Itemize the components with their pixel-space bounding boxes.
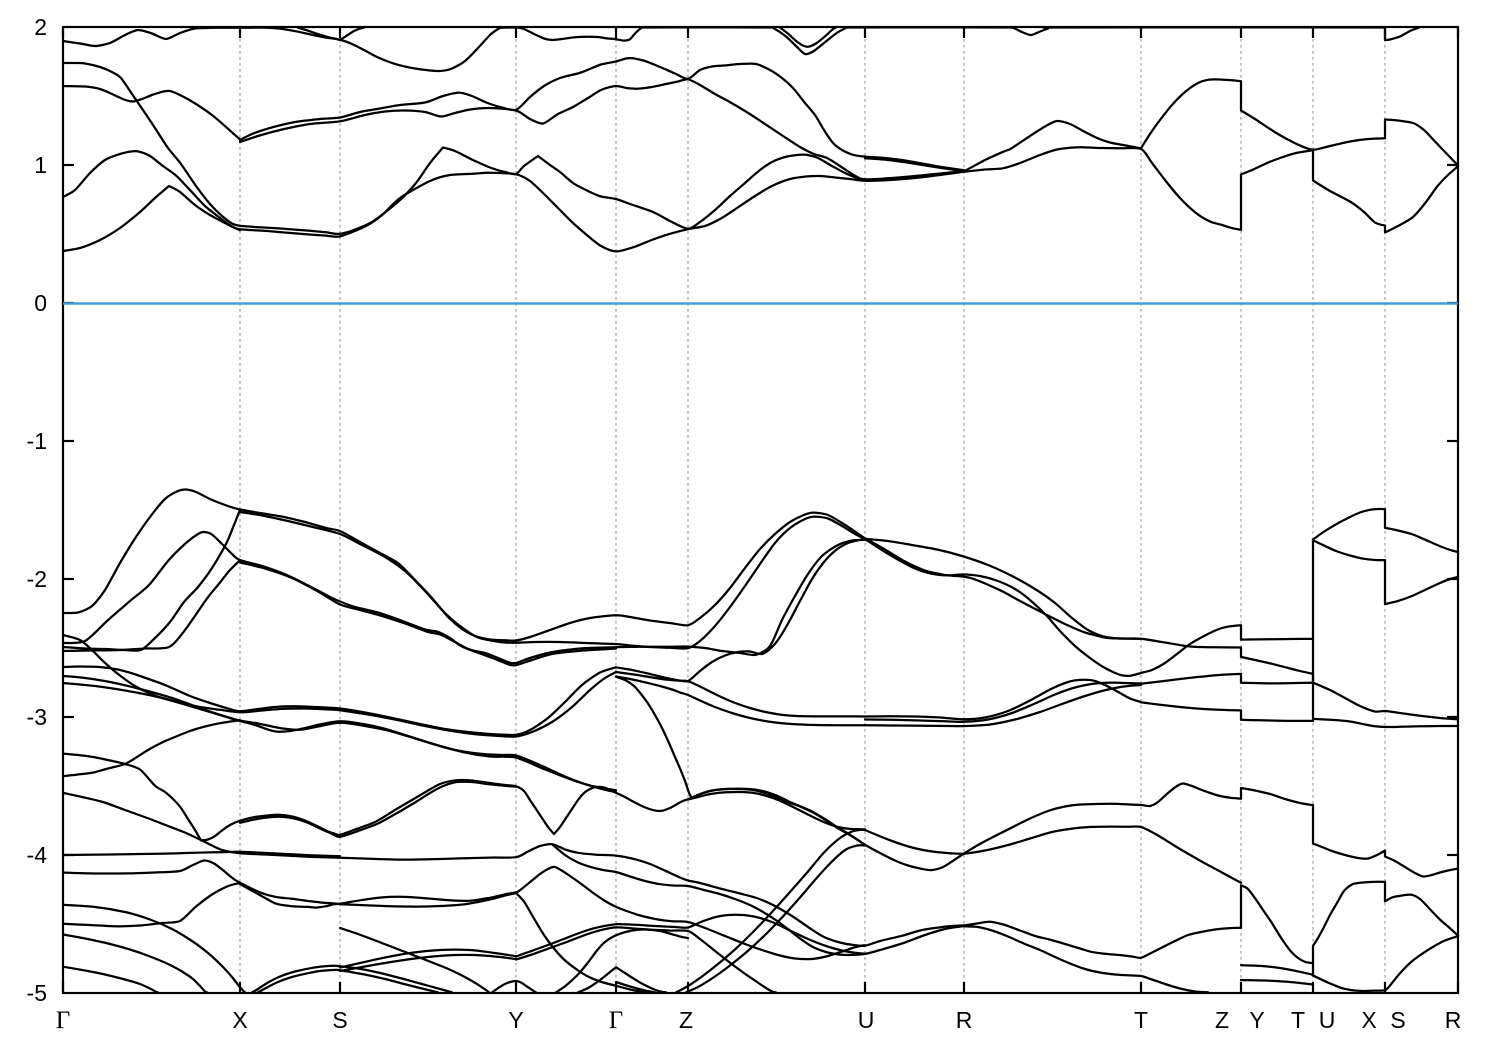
- svg-text:X: X: [232, 1007, 247, 1033]
- svg-text:Y: Y: [1249, 1007, 1264, 1033]
- svg-text:-1: -1: [27, 428, 47, 454]
- svg-text:S: S: [1390, 1007, 1405, 1033]
- svg-text:0: 0: [34, 290, 47, 316]
- svg-text:T: T: [1291, 1007, 1305, 1033]
- svg-text:-2: -2: [27, 566, 47, 592]
- svg-text:Γ: Γ: [56, 1007, 70, 1034]
- svg-text:Z: Z: [679, 1007, 693, 1033]
- svg-text:R: R: [1445, 1007, 1462, 1033]
- svg-text:T: T: [1134, 1007, 1148, 1033]
- svg-text:-5: -5: [27, 980, 47, 1006]
- svg-text:Y: Y: [508, 1007, 523, 1033]
- svg-text:-3: -3: [27, 704, 47, 730]
- svg-text:2: 2: [34, 14, 47, 40]
- svg-text:R: R: [956, 1007, 973, 1033]
- svg-text:U: U: [858, 1007, 875, 1033]
- svg-text:Γ: Γ: [609, 1007, 623, 1034]
- svg-text:-4: -4: [27, 842, 48, 868]
- svg-text:Z: Z: [1215, 1007, 1229, 1033]
- svg-text:U: U: [1319, 1007, 1336, 1033]
- svg-text:S: S: [332, 1007, 347, 1033]
- svg-text:1: 1: [34, 152, 47, 178]
- svg-text:X: X: [1361, 1007, 1376, 1033]
